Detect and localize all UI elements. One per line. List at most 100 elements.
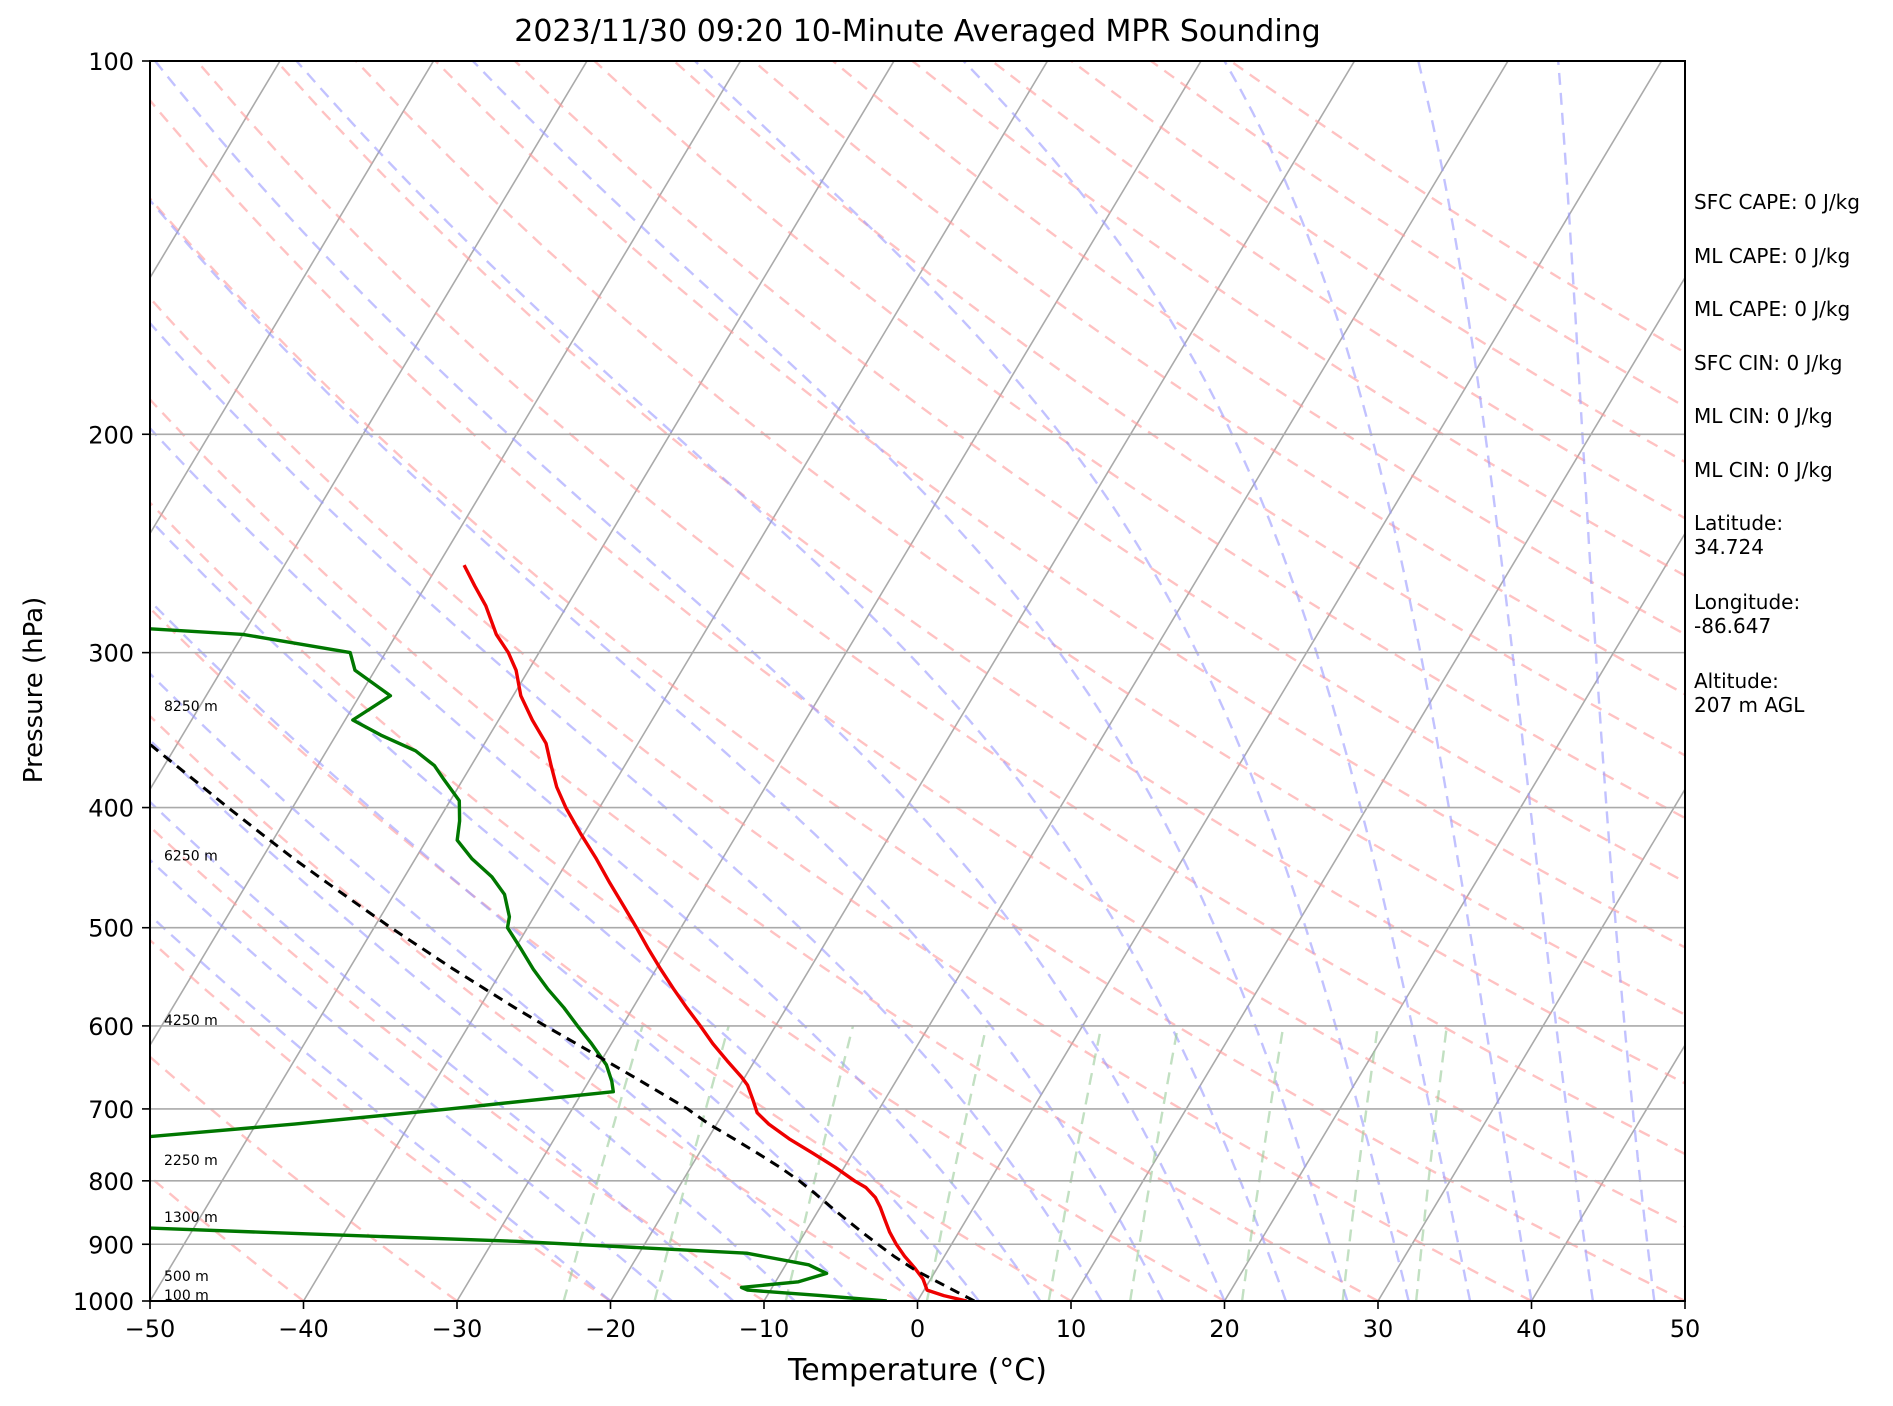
- temperature-profile-line: [462, 564, 967, 1301]
- moist-adiabat-line: [150, 198, 1165, 1301]
- y-tick-label: 800: [88, 1168, 134, 1196]
- mixing-ratio-line: [1047, 1025, 1103, 1301]
- moist-adiabat-line: [150, 738, 796, 1301]
- isotherm-line: [916, 61, 1663, 1301]
- moist-adiabat-line: [150, 321, 1103, 1301]
- y-axis-label: Pressure (hPa): [19, 596, 49, 784]
- mixing-ratio-line: [562, 1025, 644, 1301]
- ml-cin-text: ML CIN: 0 J/kg: [1694, 404, 1833, 428]
- dry-adiabat-line: [150, 196, 1685, 1301]
- dry-adiabat-line: [150, 714, 919, 1301]
- sfc-cin-text: SFC CIN: 0 J/kg: [1694, 350, 1843, 375]
- isotherm-line: [150, 61, 281, 280]
- x-tick-label: −10: [739, 1315, 790, 1343]
- isotherm-line: [1377, 787, 1685, 1301]
- latitude-value: 34.724: [1694, 535, 1764, 559]
- x-tick-label: 50: [1670, 1315, 1701, 1343]
- moist-adiabat-line: [150, 913, 612, 1301]
- altitude-label: Altitude:: [1694, 669, 1779, 693]
- longitude-block: Longitude: -86.647: [1694, 590, 1889, 669]
- dry-adiabat-line: [673, 61, 1685, 757]
- y-tick-label: 600: [88, 1013, 134, 1041]
- y-tick-label: 100: [88, 48, 134, 76]
- height-label: 1300 m: [164, 1210, 218, 1226]
- y-tick-label: 300: [88, 640, 134, 668]
- chart-title: 2023/11/30 09:20 10-Minute Averaged MPR …: [514, 14, 1321, 49]
- background-lines: [150, 61, 1685, 1301]
- y-tick-label: 200: [88, 421, 134, 449]
- x-tick-label: −30: [432, 1315, 483, 1343]
- longitude-label: Longitude:: [1694, 590, 1801, 614]
- dry-adiabat-line: [150, 606, 1072, 1301]
- height-label: 500 m: [164, 1269, 209, 1285]
- height-label: 2250 m: [164, 1153, 218, 1169]
- x-tick-label: −40: [278, 1315, 329, 1343]
- dry-adiabat-line: [150, 825, 765, 1301]
- moist-adiabat-line: [295, 61, 1288, 1301]
- y-tick-label: 900: [88, 1231, 134, 1259]
- mixing-ratio-line: [784, 1025, 855, 1301]
- x-axis-ticks: −50 −40 −30 −20 −10 0 10 20 30 40 50: [125, 1301, 1701, 1343]
- dry-adiabat-line: [150, 938, 612, 1301]
- dry-adiabat-line: [195, 61, 1685, 1156]
- dry-adiabat-line: [911, 61, 1685, 578]
- isotherm-line: [609, 61, 1356, 1301]
- y-axis-ticks: 1000 900 800 700 600 500 400 300 200 100: [73, 48, 150, 1316]
- ml-cin-text-2: ML CIN: 0 J/kg: [1694, 457, 1833, 482]
- x-tick-label: −20: [585, 1315, 636, 1343]
- ml-cape-text-2: ML CAPE: 0 J/kg: [1694, 297, 1851, 321]
- moist-adiabat-line: [150, 800, 735, 1301]
- y-tick-label: 400: [88, 795, 134, 823]
- isotherm-line: [763, 61, 1509, 1301]
- latitude-block: Latitude: 34.724: [1694, 511, 1889, 590]
- height-label: 4250 m: [164, 1013, 218, 1029]
- parcel-profile-line: [150, 742, 975, 1301]
- x-tick-label: 40: [1516, 1315, 1547, 1343]
- dry-adiabat-line: [150, 1175, 305, 1301]
- isotherm-line: [302, 61, 1049, 1301]
- latitude-label: Latitude:: [1694, 511, 1784, 535]
- dry-adiabat-line: [355, 61, 1685, 1016]
- dry-adiabat-line: [150, 98, 1685, 1228]
- isotherm-line: [456, 61, 1202, 1301]
- moist-adiabat-line: [472, 61, 1349, 1301]
- moist-adiabat-line: [150, 858, 673, 1301]
- dry-adiabat-line: [275, 61, 1685, 1085]
- height-label: 6250 m: [164, 848, 218, 864]
- y-tick-label: 500: [88, 915, 134, 943]
- isotherm-line: [1530, 1043, 1685, 1301]
- x-tick-label: 30: [1363, 1315, 1394, 1343]
- altitude-value: 207 m AGL: [1694, 693, 1805, 717]
- height-label: 8250 m: [164, 699, 218, 715]
- moist-adiabat-line: [154, 61, 1226, 1301]
- x-tick-label: 0: [910, 1315, 925, 1343]
- sfc-cape-text: SFC CAPE: 0 J/kg: [1694, 190, 1860, 214]
- moist-adiabat-line: [150, 672, 857, 1301]
- mixing-ratio-line: [653, 1025, 730, 1301]
- moist-adiabat-line: [150, 426, 1042, 1301]
- isotherm-line: [1070, 276, 1685, 1301]
- x-axis-label: Temperature (°C): [788, 1353, 1047, 1388]
- dry-adiabat-line: [150, 1055, 458, 1301]
- sounding-info-panel: SFC CAPE: 0 J/kg ML CAPE: 0 J/kg ML CAPE…: [1694, 190, 1889, 748]
- isotherm-line: [150, 61, 588, 791]
- ml-cape-text: ML CAPE: 0 J/kg: [1694, 243, 1851, 268]
- dry-adiabat-line: [150, 296, 1533, 1301]
- moist-adiabat-line: [150, 599, 919, 1301]
- dry-adiabat-line: [150, 501, 1226, 1301]
- moist-adiabat-line: [962, 61, 1472, 1301]
- moist-adiabat-line: [1417, 61, 1595, 1301]
- x-tick-label: 20: [1209, 1315, 1240, 1343]
- moist-adiabat-line: [1557, 61, 1656, 1301]
- moist-adiabat-line: [1223, 61, 1533, 1301]
- dry-adiabat-line: [434, 61, 1685, 949]
- x-tick-label: −50: [125, 1315, 176, 1343]
- sounding-profiles: [150, 564, 975, 1301]
- altitude-block: Altitude: 207 m AGL: [1694, 669, 1889, 748]
- x-tick-label: 10: [1056, 1315, 1087, 1343]
- moist-adiabat-line: [150, 518, 980, 1301]
- y-tick-label: 1000: [73, 1288, 134, 1316]
- moist-adiabat-line: [694, 61, 1410, 1301]
